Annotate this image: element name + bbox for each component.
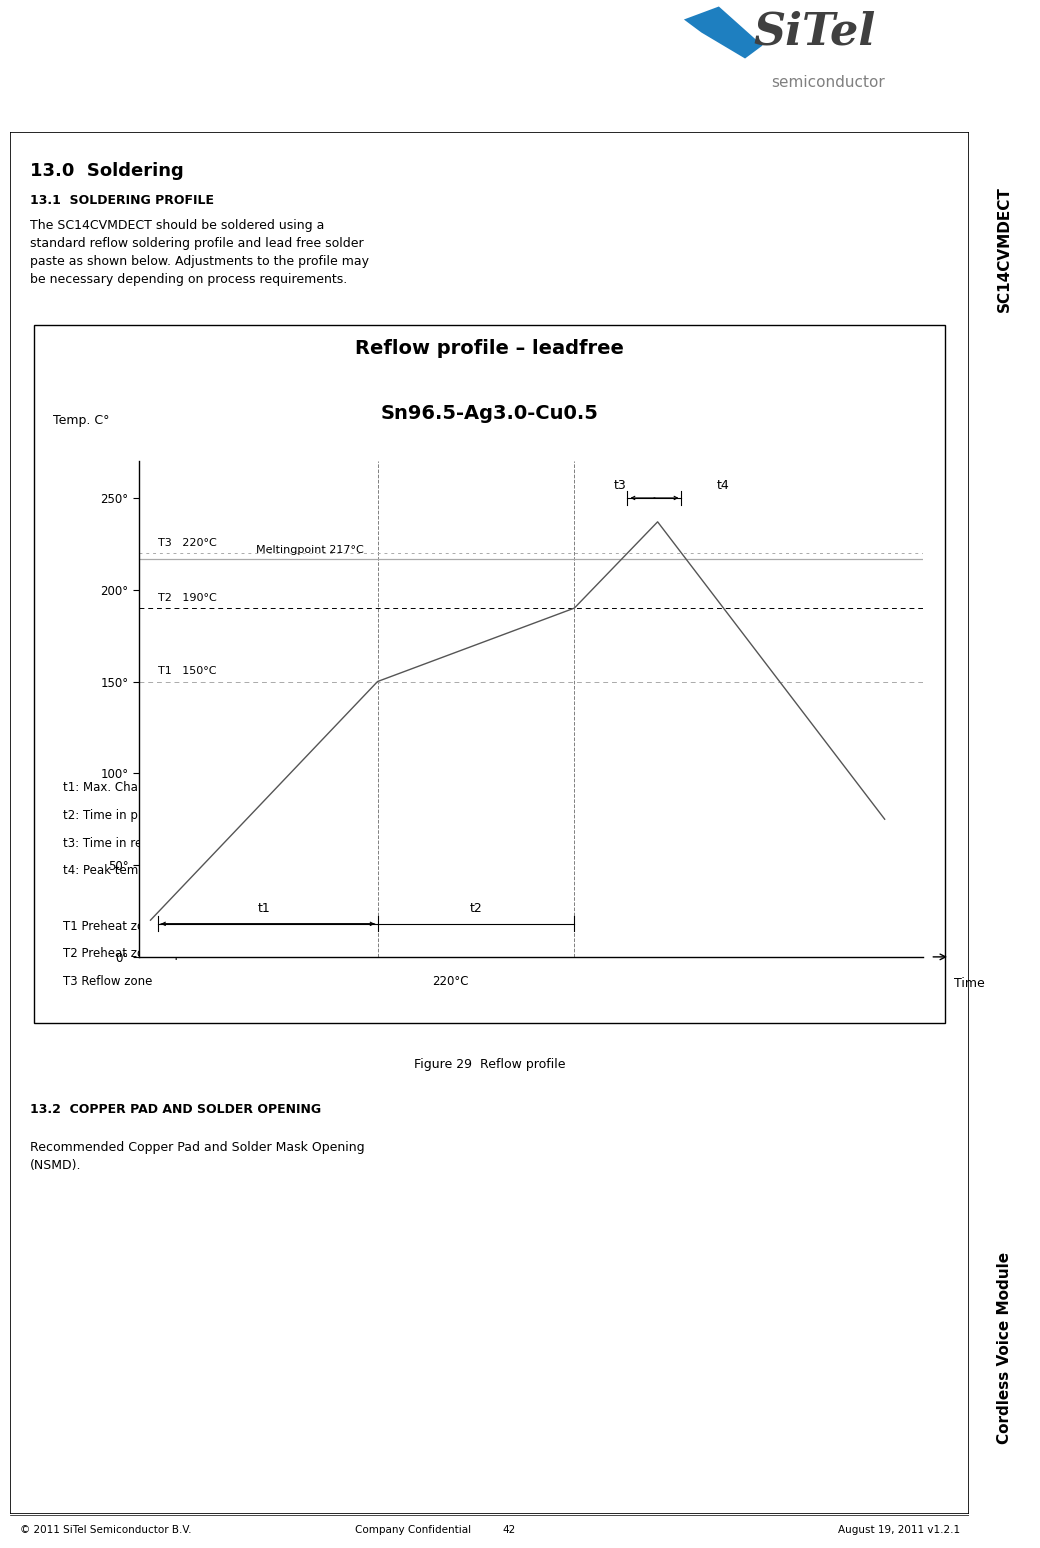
Text: t2: Time in preheat (150°C < temp. < 190°C): t2: Time in preheat (150°C < temp. < 190… xyxy=(63,810,332,822)
Text: Meltingpoint 217°C: Meltingpoint 217°C xyxy=(257,545,364,554)
Text: Figure 29  Reflow profile: Figure 29 Reflow profile xyxy=(414,1057,566,1071)
Text: 42: 42 xyxy=(502,1525,516,1534)
Polygon shape xyxy=(684,6,762,59)
Text: 30 - 60 sec.: 30 - 60 sec. xyxy=(433,836,501,850)
Text: August 19, 2011 v1.2.1: August 19, 2011 v1.2.1 xyxy=(837,1525,960,1534)
Text: 150°C: 150°C xyxy=(433,920,469,932)
Bar xyxy=(34,325,945,1023)
Text: Recommended Copper Pad and Solder Mask Opening
(NSMD).: Recommended Copper Pad and Solder Mask O… xyxy=(29,1141,364,1172)
Text: T2   190°C: T2 190°C xyxy=(158,593,216,602)
Text: Cordless Voice Module: Cordless Voice Module xyxy=(997,1251,1012,1443)
Text: Time: Time xyxy=(954,977,985,989)
Text: 237°C±5°C: 237°C±5°C xyxy=(433,864,500,878)
Text: t1: Max. Change in temperature: t1: Max. Change in temperature xyxy=(63,782,254,794)
Text: SC14CVMDECT: SC14CVMDECT xyxy=(997,186,1012,311)
Text: The SC14CVMDECT should be soldered using a
standard reflow soldering profile and: The SC14CVMDECT should be soldered using… xyxy=(29,218,368,286)
Text: T3 Reflow zone: T3 Reflow zone xyxy=(63,975,153,988)
Text: 3°C/sec.: 3°C/sec. xyxy=(433,782,482,794)
Text: T3   220°C: T3 220°C xyxy=(158,539,216,548)
Text: 60 - 120 sec.: 60 - 120 sec. xyxy=(433,810,509,822)
Text: 13.0  Soldering: 13.0 Soldering xyxy=(29,163,183,180)
Text: semiconductor: semiconductor xyxy=(772,76,885,90)
Text: SiTel: SiTel xyxy=(754,11,876,53)
Text: 190°C: 190°C xyxy=(433,947,469,960)
Text: T1   150°C: T1 150°C xyxy=(158,666,216,676)
Text: T1 Preheat zone bottom: T1 Preheat zone bottom xyxy=(63,920,206,932)
Text: t4: t4 xyxy=(717,480,729,492)
Text: 13.2  COPPER PAD AND SOLDER OPENING: 13.2 COPPER PAD AND SOLDER OPENING xyxy=(29,1104,320,1116)
Text: T2 Preheat zone top: T2 Preheat zone top xyxy=(63,947,182,960)
Text: Sn96.5-Ag3.0-Cu0.5: Sn96.5-Ag3.0-Cu0.5 xyxy=(381,404,599,423)
Text: t3: Time in reflow zone (temp. > 220°C): t3: Time in reflow zone (temp. > 220°C) xyxy=(63,836,301,850)
Text: 13.1  SOLDERING PROFILE: 13.1 SOLDERING PROFILE xyxy=(29,194,213,207)
Text: Company Confidential: Company Confidential xyxy=(355,1525,471,1534)
Text: t4: Peak temperature: t4: Peak temperature xyxy=(63,864,189,878)
Text: © 2011 SiTel Semiconductor B.V.: © 2011 SiTel Semiconductor B.V. xyxy=(20,1525,191,1534)
Text: t1: t1 xyxy=(258,901,270,915)
Text: 220°C: 220°C xyxy=(433,975,469,988)
Text: Temp. C°: Temp. C° xyxy=(53,413,109,427)
Text: t3: t3 xyxy=(614,480,626,492)
Text: t2: t2 xyxy=(470,901,483,915)
Text: Reflow profile – leadfree: Reflow profile – leadfree xyxy=(356,339,624,358)
